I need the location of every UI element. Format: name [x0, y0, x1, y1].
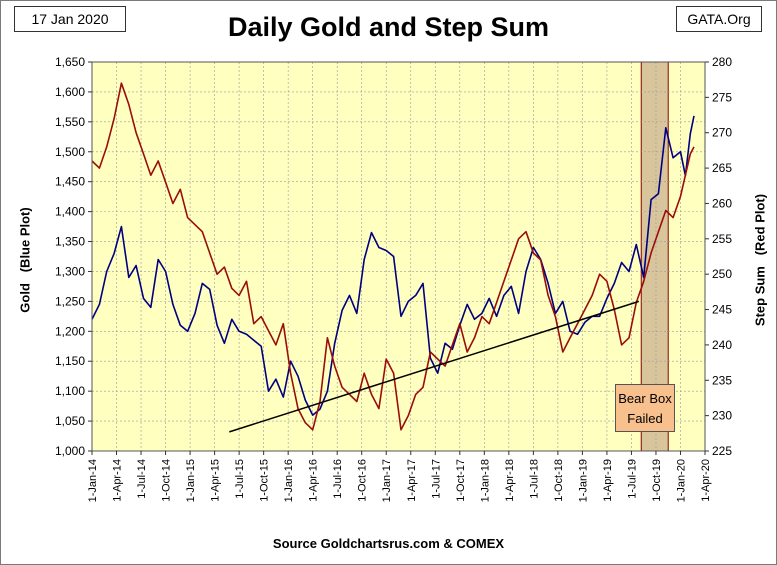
- y-right-tick-label: 230: [712, 409, 732, 423]
- y-left-tick-label: 1,550: [55, 115, 85, 129]
- x-tick-label: 1-Jan-20: [675, 459, 687, 502]
- y-left-tick-label: 1,200: [55, 324, 85, 338]
- y-right-tick-label: 260: [712, 196, 732, 210]
- y-left-tick-label: 1,250: [55, 294, 85, 308]
- y-left-tick-label: 1,500: [55, 145, 85, 159]
- y-right-tick-label: 235: [712, 373, 732, 387]
- x-tick-label: 1-Jan-19: [577, 459, 589, 502]
- x-tick-label: 1-Apr-16: [308, 459, 320, 502]
- x-tick-label: 1-Oct-18: [553, 459, 565, 502]
- x-tick-label: 1-Oct-17: [455, 459, 467, 502]
- y-left-tick-label: 1,150: [55, 354, 85, 368]
- source-label: GATA.Org: [676, 6, 762, 32]
- y-right-tick-label: 225: [712, 444, 732, 458]
- y-right-tick-label: 250: [712, 267, 732, 281]
- y-left-tick-label: 1,350: [55, 235, 85, 249]
- y-right-tick-label: 240: [712, 338, 732, 352]
- plot-border: [91, 61, 706, 452]
- annotation-line-2: Failed: [627, 411, 663, 426]
- x-tick-label: 1-Apr-17: [406, 459, 418, 502]
- x-tick-label: 1-Jul-16: [332, 459, 344, 499]
- x-tick-label: 1-Jul-17: [430, 459, 442, 499]
- x-tick-label: 1-Jan-16: [283, 459, 295, 502]
- x-tick-label: 1-Apr-14: [112, 459, 124, 502]
- x-tick-label: 1-Apr-18: [504, 459, 516, 502]
- series-line-step-sum: [91, 82, 695, 431]
- y-left-tick-label: 1,400: [55, 205, 85, 219]
- annotation-line-1: Bear Box: [618, 391, 672, 406]
- x-tick-label: 1-Jan-18: [479, 459, 491, 502]
- date-label: 17 Jan 2020: [14, 6, 126, 32]
- y-left-tick-label: 1,300: [55, 264, 85, 278]
- chart-title: Daily Gold and Step Sum: [227, 12, 550, 42]
- x-tick-label: 1-Oct-19: [651, 459, 663, 502]
- y-left-tick-label: 1,000: [55, 444, 85, 458]
- x-tick-label: 1-Oct-16: [357, 459, 369, 502]
- y-left-tick-label: 1,450: [55, 175, 85, 189]
- x-tick-label: 1-Jul-15: [234, 459, 246, 499]
- x-tick-label: 1-Apr-20: [700, 459, 712, 502]
- bear-box-annotation: Bear Box Failed: [615, 384, 675, 432]
- y-left-tick-label: 1,650: [55, 55, 85, 69]
- x-tick-label: 1-Jan-14: [87, 459, 99, 502]
- y-right-tick-label: 245: [712, 303, 732, 317]
- x-tick-label: 1-Apr-19: [602, 459, 614, 502]
- x-tick-label: 1-Apr-15: [210, 459, 222, 502]
- x-tick-label: 1-Jul-18: [528, 459, 540, 499]
- x-tick-label: 1-Jul-14: [136, 459, 148, 499]
- y-right-tick-label: 265: [712, 161, 732, 175]
- footer-source: Source Goldchartsrus.com & COMEX: [272, 536, 505, 551]
- trend-line: [229, 300, 640, 433]
- x-tick-label: 1-Jan-17: [381, 459, 393, 502]
- plot-area: [92, 62, 705, 451]
- x-tick-label: 1-Oct-15: [259, 459, 271, 502]
- x-tick-label: 1-Jul-19: [626, 459, 638, 499]
- y-right-tick-label: 275: [712, 90, 732, 104]
- y-left-tick-label: 1,100: [55, 384, 85, 398]
- y-right-tick-label: 270: [712, 126, 732, 140]
- y-right-tick-label: 255: [712, 232, 732, 246]
- x-tick-label: 1-Oct-14: [161, 459, 173, 502]
- y-left-tick-label: 1,600: [55, 85, 85, 99]
- y-left-tick-label: 1,050: [55, 414, 85, 428]
- x-tick-label: 1-Jan-15: [185, 459, 197, 502]
- y-right-tick-label: 280: [712, 55, 732, 69]
